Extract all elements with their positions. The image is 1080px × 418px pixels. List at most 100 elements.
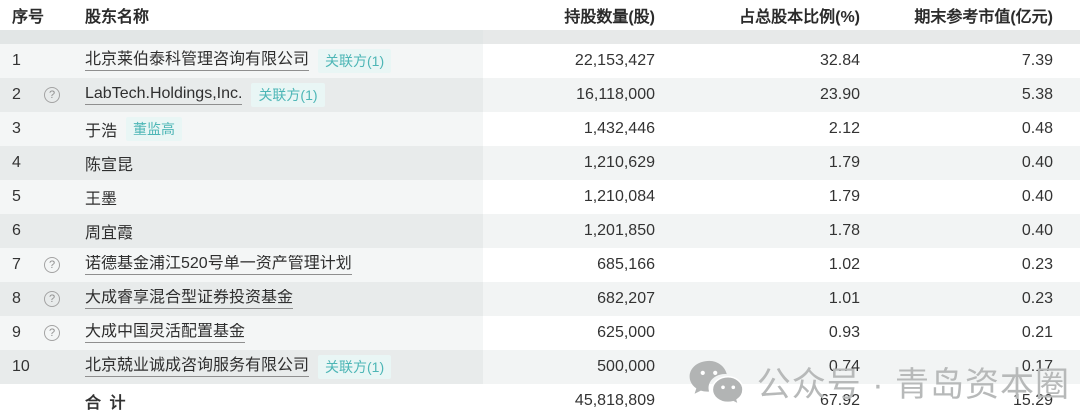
cell-percent: 1.01 — [828, 290, 860, 307]
table-body: 1 北京莱伯泰科管理咨询有限公司 关联方(1) 22,153,427 32.84 7.39… — [0, 44, 1080, 384]
table-row: 6 周宜霞 1,201,850 1.78 0.40 — [0, 214, 1080, 248]
cell-shares: 500,000 — [597, 358, 655, 375]
row-right-section: 500,000 0.74 0.17 — [483, 350, 1080, 384]
cell-shares: 22,153,427 — [574, 52, 655, 69]
shareholder-name: 于浩 — [85, 123, 118, 140]
row-left-section: 10 北京兢业诚成咨询服务有限公司 关联方(1) — [0, 350, 483, 384]
cell-shares: 1,201,850 — [583, 222, 655, 239]
cell-percent: 1.02 — [828, 256, 860, 273]
row-right-section: 685,166 1.02 0.23 — [483, 248, 1080, 282]
shareholder-name: 王墨 — [85, 191, 118, 208]
cell-percent: 23.90 — [819, 86, 860, 103]
total-shares: 45,818,809 — [574, 392, 655, 409]
cell-percent: 1.78 — [828, 222, 860, 239]
total-label: 合 计 — [85, 395, 128, 412]
shareholder-name[interactable]: 诺德基金浦江520号单一资产管理计划 — [85, 255, 352, 275]
header-left-section: 序号 股东名称 — [0, 3, 483, 27]
help-icon[interactable]: ? — [44, 87, 60, 103]
row-right-section: 682,207 1.01 0.23 — [483, 282, 1080, 316]
cell-market-value: 0.17 — [1021, 358, 1053, 375]
executive-tag: 董监高 — [126, 117, 183, 141]
shareholder-name-cell: 北京兢业诚成咨询服务有限公司 关联方(1) — [85, 355, 483, 379]
row-right-section: 1,210,629 1.79 0.40 — [483, 146, 1080, 180]
row-icon-cell: ? — [44, 325, 85, 341]
help-icon[interactable]: ? — [44, 291, 60, 307]
row-right-section: 22,153,427 32.84 7.39 — [483, 44, 1080, 78]
shareholder-name: 陈宣昆 — [85, 157, 134, 174]
row-index: 6 — [12, 222, 21, 239]
cell-market-value: 0.23 — [1021, 256, 1053, 273]
cell-percent: 1.79 — [828, 154, 860, 171]
row-index: 7 — [12, 256, 21, 273]
row-index: 2 — [12, 86, 21, 103]
cell-percent: 0.74 — [828, 358, 860, 375]
help-icon[interactable]: ? — [44, 325, 60, 341]
col-header-name: 股东名称 — [85, 9, 150, 26]
shareholder-name[interactable]: 大成中国灵活配置基金 — [85, 323, 246, 343]
row-left-section: 4 陈宣昆 — [0, 146, 483, 180]
cell-shares: 625,000 — [597, 324, 655, 341]
shareholder-name-cell: 大成睿享混合型证券投资基金 — [85, 289, 483, 309]
cell-percent: 2.12 — [828, 120, 860, 137]
table-row: 9? 大成中国灵活配置基金 625,000 0.93 0.21 — [0, 316, 1080, 350]
shareholder-name[interactable]: 大成睿享混合型证券投资基金 — [85, 289, 294, 309]
row-left-section: 7? 诺德基金浦江520号单一资产管理计划 — [0, 248, 483, 282]
header-separator — [0, 30, 1080, 44]
cell-market-value: 0.40 — [1021, 154, 1053, 171]
row-left-section: 5 王墨 — [0, 180, 483, 214]
table-row: 1 北京莱伯泰科管理咨询有限公司 关联方(1) 22,153,427 32.84 7.39 — [0, 44, 1080, 78]
cell-shares: 1,210,084 — [583, 188, 655, 205]
col-header-index: 序号 — [12, 9, 45, 26]
row-index: 5 — [12, 188, 21, 205]
help-icon[interactable]: ? — [44, 257, 60, 273]
cell-shares: 682,207 — [597, 290, 655, 307]
shareholder-name: 周宜霞 — [85, 225, 134, 242]
table-row: 10 北京兢业诚成咨询服务有限公司 关联方(1) 500,000 0.74 0.17 — [0, 350, 1080, 384]
col-header-percent: 占总股本比例(%) — [739, 9, 860, 26]
shareholder-name[interactable]: 北京兢业诚成咨询服务有限公司 — [85, 357, 310, 377]
row-right-section: 625,000 0.93 0.21 — [483, 316, 1080, 350]
shareholder-name-cell: 诺德基金浦江520号单一资产管理计划 — [85, 255, 483, 275]
shareholder-name[interactable]: LabTech.Holdings,Inc. — [85, 85, 243, 105]
cell-market-value: 0.23 — [1021, 290, 1053, 307]
table-row: 2? LabTech.Holdings,Inc. 关联方(1) 16,118,000 2… — [0, 78, 1080, 112]
table-row: 7? 诺德基金浦江520号单一资产管理计划 685,166 1.02 0.23 — [0, 248, 1080, 282]
cell-market-value: 7.39 — [1021, 52, 1053, 69]
total-market-value: 15.29 — [1012, 392, 1053, 409]
row-index: 10 — [12, 358, 30, 375]
row-index: 8 — [12, 290, 21, 307]
row-index: 3 — [12, 120, 21, 137]
cell-market-value: 0.40 — [1021, 222, 1053, 239]
cell-shares: 685,166 — [597, 256, 655, 273]
row-left-section: 2? LabTech.Holdings,Inc. 关联方(1) — [0, 78, 483, 112]
row-left-section: 9? 大成中国灵活配置基金 — [0, 316, 483, 350]
cell-shares: 1,210,629 — [583, 154, 655, 171]
related-party-tag: 关联方(1) — [318, 355, 392, 379]
cell-market-value: 0.48 — [1021, 120, 1053, 137]
cell-shares: 1,432,446 — [583, 120, 655, 137]
row-index: 9 — [12, 324, 21, 341]
row-right-section: 1,432,446 2.12 0.48 — [483, 112, 1080, 146]
cell-market-value: 5.38 — [1021, 86, 1053, 103]
cell-market-value: 0.21 — [1021, 324, 1053, 341]
row-right-section: 1,201,850 1.78 0.40 — [483, 214, 1080, 248]
shareholder-name-cell: 大成中国灵活配置基金 — [85, 323, 483, 343]
row-index: 4 — [12, 154, 21, 171]
row-left-section: 6 周宜霞 — [0, 214, 483, 248]
row-index: 1 — [12, 52, 21, 69]
table-row: 4 陈宣昆 1,210,629 1.79 0.40 — [0, 146, 1080, 180]
cell-percent: 0.93 — [828, 324, 860, 341]
row-icon-cell: ? — [44, 257, 85, 273]
shareholder-name[interactable]: 北京莱伯泰科管理咨询有限公司 — [85, 51, 310, 71]
shareholder-name-cell: LabTech.Holdings,Inc. 关联方(1) — [85, 83, 483, 107]
total-row: 合 计 45,818,809 67.92 15.29 — [0, 384, 1080, 418]
header-right-section: 持股数量(股) 占总股本比例(%) 期末参考市值(亿元) — [483, 3, 1080, 27]
related-party-tag: 关联方(1) — [251, 83, 325, 107]
shareholder-name-cell: 北京莱伯泰科管理咨询有限公司 关联方(1) — [85, 49, 483, 73]
table-row: 5 王墨 1,210,084 1.79 0.40 — [0, 180, 1080, 214]
cell-market-value: 0.40 — [1021, 188, 1053, 205]
table-row: 3 于浩 董监高 1,432,446 2.12 0.48 — [0, 112, 1080, 146]
cell-shares: 16,118,000 — [576, 86, 655, 103]
table-row: 8? 大成睿享混合型证券投资基金 682,207 1.01 0.23 — [0, 282, 1080, 316]
